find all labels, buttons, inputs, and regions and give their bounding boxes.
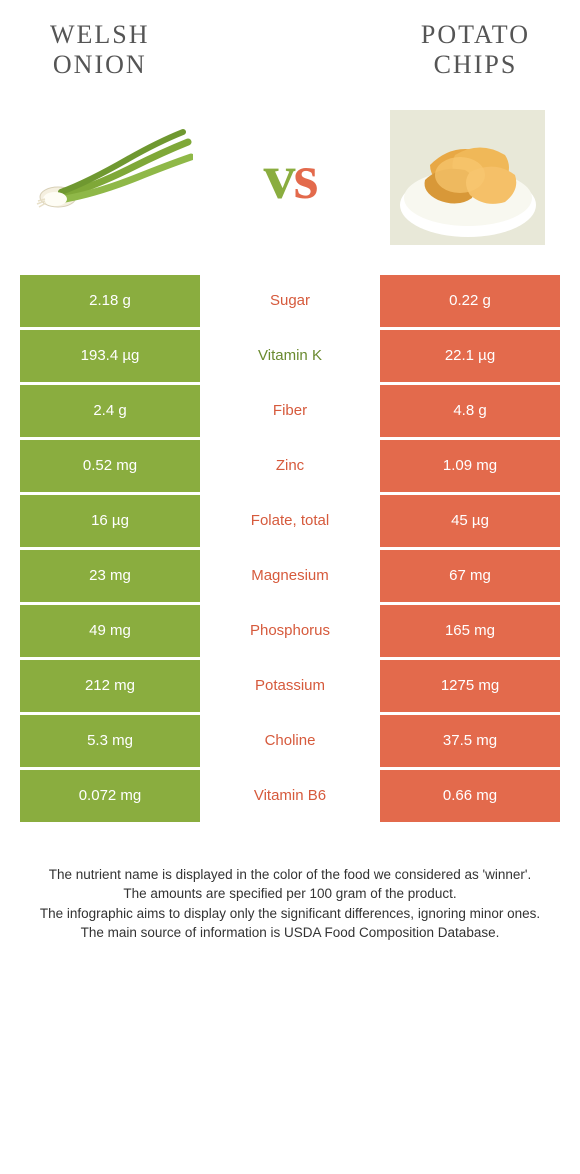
table-row: 0.52 mgZinc1.09 mg (20, 440, 560, 492)
potato-chips-image (385, 110, 550, 245)
comparison-table: 2.18 gSugar0.22 g193.4 µgVitamin K22.1 µ… (0, 275, 580, 822)
vs-label: vs (254, 140, 327, 214)
left-value: 5.3 mg (20, 715, 200, 767)
table-row: 5.3 mgCholine37.5 mg (20, 715, 560, 767)
title-left: Welsh onion (50, 20, 150, 80)
nutrient-label: Magnesium (200, 550, 380, 602)
left-value: 193.4 µg (20, 330, 200, 382)
right-value: 1.09 mg (380, 440, 560, 492)
table-row: 193.4 µgVitamin K22.1 µg (20, 330, 560, 382)
table-row: 23 mgMagnesium67 mg (20, 550, 560, 602)
left-value: 23 mg (20, 550, 200, 602)
right-value: 67 mg (380, 550, 560, 602)
right-value: 37.5 mg (380, 715, 560, 767)
right-value: 165 mg (380, 605, 560, 657)
table-row: 212 mgPotassium1275 mg (20, 660, 560, 712)
table-row: 2.18 gSugar0.22 g (20, 275, 560, 327)
footer-line: The nutrient name is displayed in the co… (30, 865, 550, 885)
nutrient-label: Sugar (200, 275, 380, 327)
right-value: 45 µg (380, 495, 560, 547)
right-value: 0.22 g (380, 275, 560, 327)
table-row: 16 µgFolate, total45 µg (20, 495, 560, 547)
footer-notes: The nutrient name is displayed in the co… (0, 825, 580, 943)
nutrient-label: Choline (200, 715, 380, 767)
left-value: 0.072 mg (20, 770, 200, 822)
right-value: 1275 mg (380, 660, 560, 712)
table-row: 2.4 gFiber4.8 g (20, 385, 560, 437)
left-value: 2.18 g (20, 275, 200, 327)
footer-line: The amounts are specified per 100 gram o… (30, 884, 550, 904)
nutrient-label: Phosphorus (200, 605, 380, 657)
left-value: 0.52 mg (20, 440, 200, 492)
table-row: 0.072 mgVitamin B60.66 mg (20, 770, 560, 822)
table-row: 49 mgPhosphorus165 mg (20, 605, 560, 657)
images-row: vs (0, 90, 580, 275)
nutrient-label: Vitamin K (200, 330, 380, 382)
nutrient-label: Fiber (200, 385, 380, 437)
right-value: 4.8 g (380, 385, 560, 437)
right-value: 22.1 µg (380, 330, 560, 382)
right-value: 0.66 mg (380, 770, 560, 822)
left-value: 212 mg (20, 660, 200, 712)
footer-line: The infographic aims to display only the… (30, 904, 550, 924)
nutrient-label: Folate, total (200, 495, 380, 547)
header: Welsh onion Potato chips (0, 0, 580, 90)
left-value: 16 µg (20, 495, 200, 547)
title-right: Potato chips (421, 20, 530, 80)
footer-line: The main source of information is USDA F… (30, 923, 550, 943)
left-value: 49 mg (20, 605, 200, 657)
nutrient-label: Vitamin B6 (200, 770, 380, 822)
nutrient-label: Zinc (200, 440, 380, 492)
left-value: 2.4 g (20, 385, 200, 437)
welsh-onion-image (30, 110, 195, 245)
nutrient-label: Potassium (200, 660, 380, 712)
